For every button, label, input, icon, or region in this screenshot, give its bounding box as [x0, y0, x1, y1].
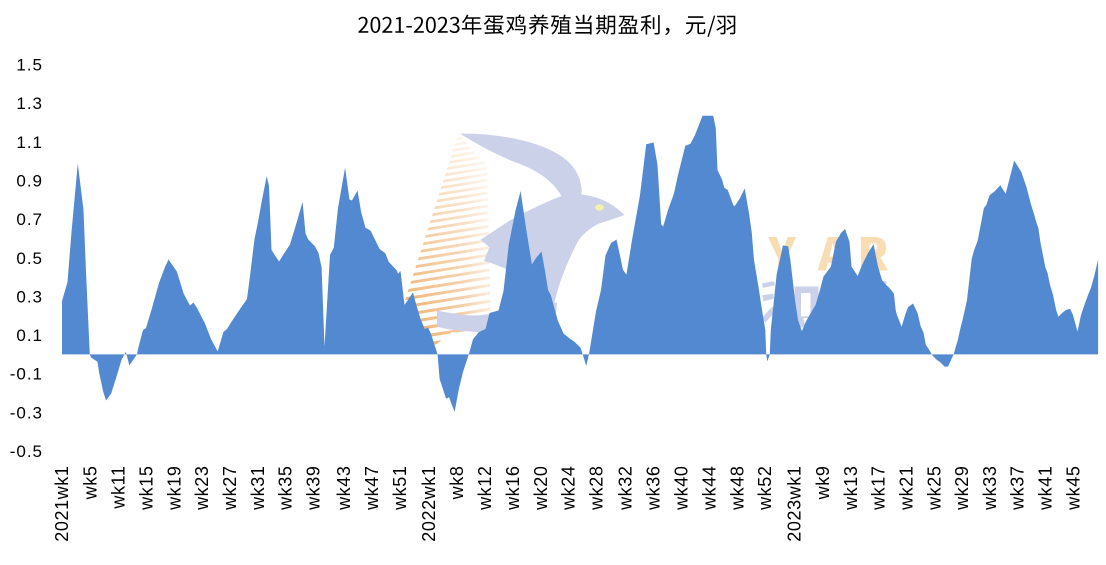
svg-text:0.7: 0.7	[16, 210, 43, 229]
svg-text:wk39: wk39	[304, 466, 324, 511]
svg-text:wk23: wk23	[192, 466, 212, 511]
svg-text:2023wk1: 2023wk1	[785, 466, 805, 542]
svg-text:wk9: wk9	[813, 466, 833, 501]
svg-text:1.1: 1.1	[16, 133, 43, 152]
svg-text:wk16: wk16	[503, 466, 523, 511]
svg-text:wk35: wk35	[276, 466, 296, 511]
svg-text:-0.1: -0.1	[10, 365, 43, 384]
svg-text:wk29: wk29	[952, 466, 972, 511]
svg-text:wk43: wk43	[334, 466, 354, 511]
svg-text:0.5: 0.5	[16, 249, 43, 268]
svg-text:wk21: wk21	[897, 466, 917, 511]
svg-text:wk44: wk44	[700, 466, 720, 511]
svg-text:wk47: wk47	[362, 466, 382, 511]
svg-text:wk27: wk27	[220, 466, 240, 511]
svg-text:wk33: wk33	[980, 466, 1000, 511]
svg-text:wk40: wk40	[672, 466, 692, 511]
svg-text:wk32: wk32	[616, 466, 636, 511]
svg-text:wk15: wk15	[137, 466, 157, 511]
svg-text:wk28: wk28	[586, 466, 606, 511]
svg-text:wk12: wk12	[475, 466, 495, 511]
svg-text:wk5: wk5	[80, 466, 100, 501]
svg-text:1.3: 1.3	[16, 94, 43, 113]
svg-text:wk41: wk41	[1035, 466, 1055, 511]
svg-text:wk48: wk48	[727, 466, 747, 511]
svg-text:wk20: wk20	[531, 466, 551, 511]
svg-text:-0.5: -0.5	[10, 442, 43, 461]
svg-text:wk36: wk36	[643, 466, 663, 511]
svg-text:wk11: wk11	[109, 466, 129, 510]
svg-text:wk37: wk37	[1008, 466, 1028, 511]
svg-text:2021wk1: 2021wk1	[52, 466, 72, 542]
svg-text:0.1: 0.1	[16, 326, 43, 345]
svg-text:wk13: wk13	[841, 466, 861, 511]
svg-text:wk45: wk45	[1063, 466, 1083, 511]
svg-text:wk31: wk31	[248, 466, 268, 511]
svg-text:wk51: wk51	[390, 466, 410, 511]
svg-text:wk19: wk19	[164, 466, 184, 511]
svg-text:0.9: 0.9	[16, 172, 43, 191]
svg-text:wk8: wk8	[447, 466, 467, 501]
svg-text:wk24: wk24	[559, 466, 579, 511]
svg-text:1.5: 1.5	[16, 56, 43, 75]
svg-text:0.3: 0.3	[16, 287, 43, 306]
svg-text:wk17: wk17	[869, 466, 889, 511]
svg-text:-0.3: -0.3	[10, 403, 43, 422]
svg-text:wk52: wk52	[755, 466, 775, 511]
svg-text:2022wk1: 2022wk1	[419, 466, 439, 542]
svg-text:wk25: wk25	[925, 466, 945, 511]
